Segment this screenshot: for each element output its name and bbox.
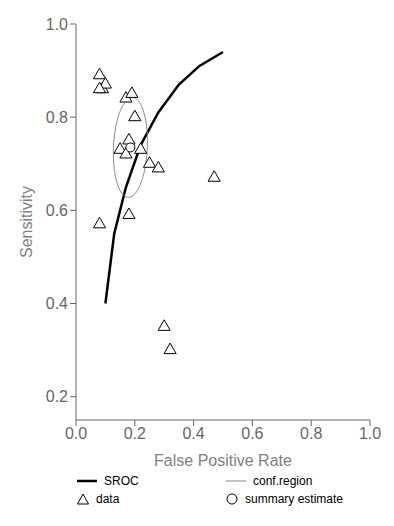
svg-text:1.0: 1.0 bbox=[359, 425, 381, 442]
svg-text:0.4: 0.4 bbox=[46, 295, 68, 312]
svg-text:0.6: 0.6 bbox=[46, 202, 68, 219]
svg-text:False Positive Rate: False Positive Rate bbox=[154, 452, 292, 469]
svg-text:0.8: 0.8 bbox=[46, 109, 68, 126]
svg-text:0.0: 0.0 bbox=[65, 425, 87, 442]
svg-text:0.2: 0.2 bbox=[124, 425, 146, 442]
svg-text:0.6: 0.6 bbox=[241, 425, 263, 442]
html-text:conf.region: conf.region bbox=[253, 474, 313, 488]
html-text:summary estimate: summary estimate bbox=[245, 492, 343, 506]
svg-text:1.0: 1.0 bbox=[46, 16, 68, 33]
svg-text:Sensitivity: Sensitivity bbox=[18, 186, 35, 258]
svg-text:0.4: 0.4 bbox=[182, 425, 204, 442]
html-text:SROC: SROC bbox=[104, 474, 139, 488]
html-text:data: data bbox=[96, 492, 120, 506]
svg-text:0.2: 0.2 bbox=[46, 388, 68, 405]
svg-text:0.8: 0.8 bbox=[300, 425, 322, 442]
